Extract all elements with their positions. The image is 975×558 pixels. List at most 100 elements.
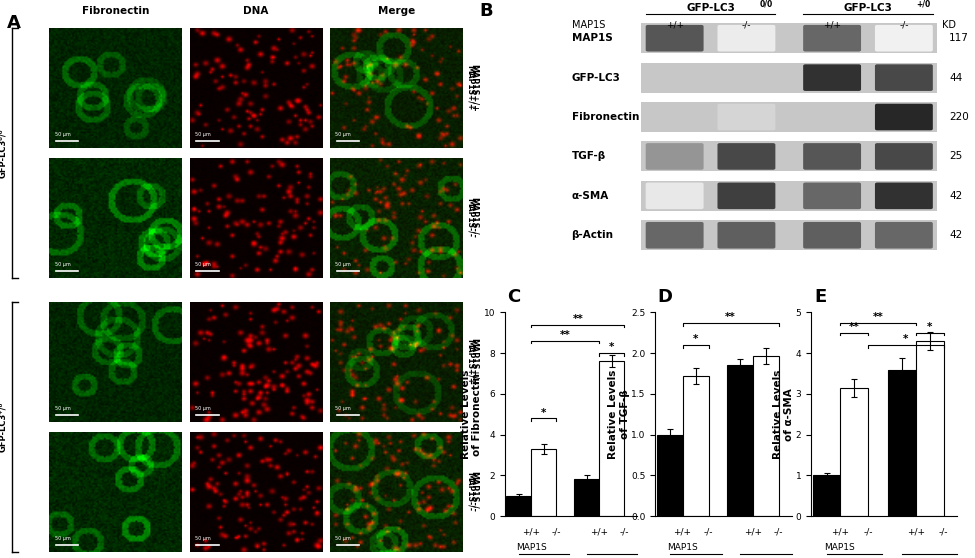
Text: +/+: +/+	[744, 527, 761, 536]
Text: MAP1S-/-: MAP1S-/-	[470, 472, 480, 512]
Text: **: **	[873, 312, 883, 322]
Text: +/0: +/0	[916, 0, 931, 9]
Text: +/+: +/+	[590, 527, 608, 536]
FancyBboxPatch shape	[645, 143, 704, 170]
Text: GFP-LC3⁺/⁰: GFP-LC3⁺/⁰	[0, 402, 7, 452]
Text: GFP-LC3: GFP-LC3	[686, 3, 735, 13]
FancyBboxPatch shape	[642, 220, 938, 251]
FancyBboxPatch shape	[642, 23, 938, 53]
Text: Fibronectin: Fibronectin	[571, 112, 639, 122]
Text: A: A	[8, 14, 21, 32]
Y-axis label: Relative Levels
of α-SMA: Relative Levels of α-SMA	[773, 369, 795, 459]
Text: +/+: +/+	[523, 527, 540, 536]
Text: +/+: +/+	[832, 527, 849, 536]
Text: 50 μm: 50 μm	[55, 262, 70, 267]
Text: 50 μm: 50 μm	[335, 406, 351, 411]
Text: -/-: -/-	[552, 527, 562, 536]
Text: DNA: DNA	[244, 6, 269, 16]
Text: *: *	[609, 343, 614, 353]
FancyBboxPatch shape	[645, 182, 704, 209]
Text: D: D	[658, 288, 673, 306]
Text: MAP1S: MAP1S	[517, 542, 547, 552]
Text: GFP-LC3⁰/⁰: GFP-LC3⁰/⁰	[0, 128, 7, 177]
Text: -/-: -/-	[619, 527, 629, 536]
Text: 50 μm: 50 μm	[195, 132, 211, 137]
Text: -/-: -/-	[899, 20, 909, 29]
Text: 50 μm: 50 μm	[335, 536, 351, 541]
Text: -/-: -/-	[939, 527, 949, 536]
Text: 50 μm: 50 μm	[335, 132, 351, 137]
Text: 50 μm: 50 μm	[195, 406, 211, 411]
Text: **: **	[560, 330, 570, 340]
Bar	[599, 362, 624, 516]
Text: 44: 44	[949, 73, 962, 83]
Bar	[682, 376, 709, 516]
Bar	[726, 365, 753, 516]
Text: β-Actin: β-Actin	[571, 230, 613, 240]
Text: B: B	[479, 2, 492, 21]
Text: *: *	[541, 408, 547, 417]
FancyBboxPatch shape	[803, 143, 861, 170]
Text: MAP1S-/-: MAP1S-/-	[465, 199, 474, 237]
Text: 0/0: 0/0	[760, 0, 772, 9]
FancyBboxPatch shape	[718, 143, 775, 170]
Bar	[574, 479, 599, 516]
FancyBboxPatch shape	[875, 222, 933, 248]
Bar	[840, 388, 869, 516]
Text: -/-: -/-	[864, 527, 873, 536]
Bar	[812, 475, 840, 516]
Bar	[888, 369, 916, 516]
Text: 50 μm: 50 μm	[55, 132, 70, 137]
FancyBboxPatch shape	[718, 104, 775, 131]
Text: 50 μm: 50 μm	[195, 536, 211, 541]
FancyBboxPatch shape	[803, 222, 861, 248]
Text: 50 μm: 50 μm	[335, 262, 351, 267]
Text: MAP1S+/+: MAP1S+/+	[470, 338, 480, 386]
Bar	[656, 435, 682, 516]
Text: MAP1S-/-: MAP1S-/-	[470, 198, 480, 238]
Text: +/+: +/+	[823, 20, 841, 29]
Text: *: *	[903, 334, 909, 344]
Y-axis label: Relative Levels
of Fibronectin: Relative Levels of Fibronectin	[461, 369, 483, 459]
Text: MAP1S: MAP1S	[571, 20, 604, 30]
FancyBboxPatch shape	[718, 25, 775, 51]
Text: **: **	[725, 312, 736, 323]
Text: 117: 117	[949, 33, 969, 43]
Text: +/+: +/+	[666, 20, 683, 29]
FancyBboxPatch shape	[875, 25, 933, 51]
Text: MAP1S-/-: MAP1S-/-	[465, 473, 474, 511]
Text: 50 μm: 50 μm	[55, 406, 70, 411]
Text: MAP1S: MAP1S	[824, 542, 854, 552]
Text: Fibronectin: Fibronectin	[82, 6, 149, 16]
Text: **: **	[849, 322, 860, 332]
Text: +/+: +/+	[674, 527, 691, 536]
Text: +/+: +/+	[907, 527, 924, 536]
Text: E: E	[814, 288, 826, 306]
FancyBboxPatch shape	[875, 64, 933, 91]
FancyBboxPatch shape	[875, 143, 933, 170]
Text: MAP1S+/+: MAP1S+/+	[465, 65, 474, 110]
Text: 50 μm: 50 μm	[55, 536, 70, 541]
Text: MAP1S: MAP1S	[571, 33, 612, 43]
Text: *: *	[927, 322, 932, 332]
FancyBboxPatch shape	[803, 64, 861, 91]
Text: MAP1S: MAP1S	[667, 542, 698, 552]
Text: TGF-β: TGF-β	[571, 151, 605, 161]
Text: -/-: -/-	[742, 20, 751, 29]
Bar	[506, 496, 531, 516]
FancyBboxPatch shape	[642, 141, 938, 171]
Text: α-SMA: α-SMA	[571, 191, 608, 201]
Text: 50 μm: 50 μm	[195, 262, 211, 267]
FancyBboxPatch shape	[645, 25, 704, 51]
FancyBboxPatch shape	[718, 222, 775, 248]
Text: GFP-LC3: GFP-LC3	[843, 3, 892, 13]
FancyBboxPatch shape	[642, 102, 938, 132]
Text: *: *	[693, 334, 698, 344]
Text: 220: 220	[949, 112, 969, 122]
Text: KD: KD	[942, 20, 956, 30]
FancyBboxPatch shape	[642, 62, 938, 93]
Text: **: **	[572, 314, 583, 324]
FancyBboxPatch shape	[645, 222, 704, 248]
Text: GFP-LC3: GFP-LC3	[571, 73, 620, 83]
Text: 42: 42	[949, 230, 962, 240]
